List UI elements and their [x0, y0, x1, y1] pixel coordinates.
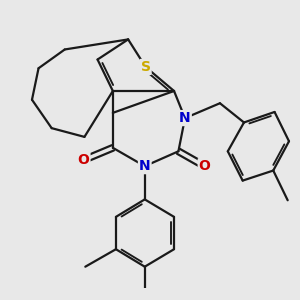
Text: O: O [199, 159, 211, 173]
Text: N: N [179, 111, 191, 125]
Text: S: S [141, 60, 151, 74]
Text: N: N [139, 159, 151, 173]
Text: O: O [78, 153, 89, 167]
